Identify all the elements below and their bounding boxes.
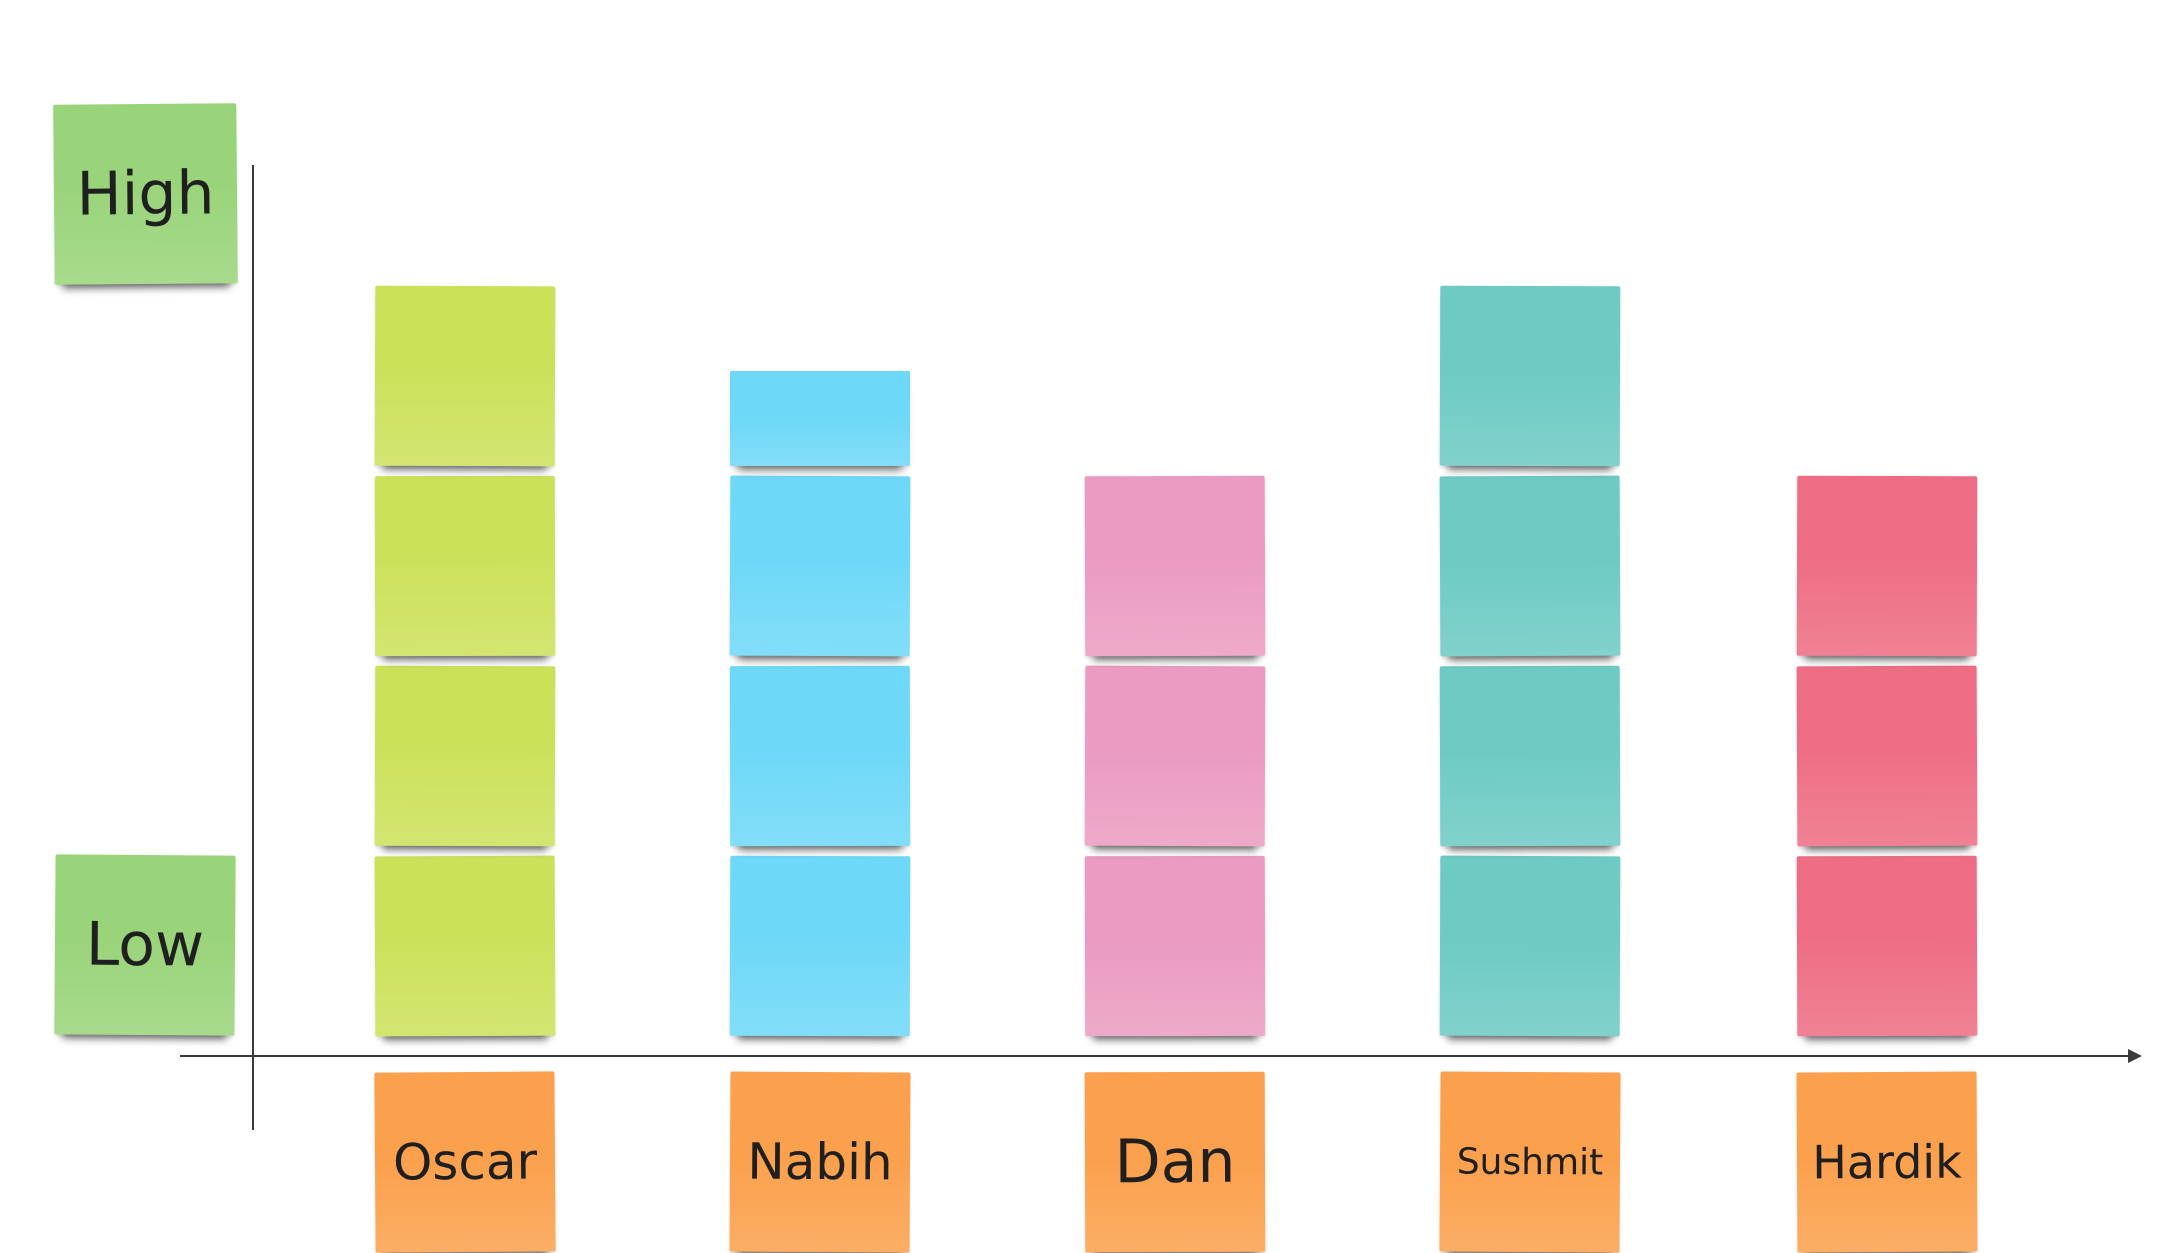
bar-note-dan-2 <box>1084 665 1266 847</box>
category-label: Nabih <box>747 1132 893 1192</box>
y-axis-low-text: Low <box>85 909 205 981</box>
category-note-sushmit: Sushmit <box>1439 1071 1621 1253</box>
y-axis-low-label: Low <box>54 854 236 1036</box>
bar-note-nabih-2 <box>729 665 911 847</box>
bar-note-oscar-2 <box>374 665 556 847</box>
category-label: Hardik <box>1812 1134 1962 1190</box>
category-label: Sushmit <box>1456 1141 1604 1183</box>
x-axis-arrowhead <box>2128 1049 2142 1063</box>
bar-note-oscar-3 <box>374 475 556 657</box>
category-label: Dan <box>1114 1126 1236 1198</box>
y-axis-high-text: High <box>76 158 215 230</box>
bar-note-nabih-1 <box>729 855 911 1037</box>
bar-note-sushmit-4 <box>1439 285 1621 467</box>
category-note-nabih: Nabih <box>729 1071 911 1253</box>
bar-note-oscar-1 <box>374 855 556 1037</box>
bar-note-sushmit-2 <box>1439 665 1621 847</box>
bar-note-oscar-4 <box>374 285 556 467</box>
bar-note-hardik-1 <box>1796 855 1978 1037</box>
category-note-hardik: Hardik <box>1796 1071 1978 1253</box>
y-axis-high-label: High <box>53 103 238 285</box>
bar-note-dan-3 <box>1084 475 1266 657</box>
bar-note-sushmit-1 <box>1439 855 1621 1037</box>
bar-note-nabih-3 <box>729 475 911 657</box>
bar-note-hardik-3 <box>1796 475 1978 657</box>
category-note-oscar: Oscar <box>374 1071 556 1253</box>
bar-note-sushmit-3 <box>1439 475 1621 657</box>
bar-note-hardik-2 <box>1796 665 1978 847</box>
category-label: Oscar <box>392 1132 538 1192</box>
category-note-dan: Dan <box>1084 1071 1266 1253</box>
bar-note-nabih-partial <box>730 371 910 466</box>
bar-note-dan-1 <box>1084 855 1266 1037</box>
